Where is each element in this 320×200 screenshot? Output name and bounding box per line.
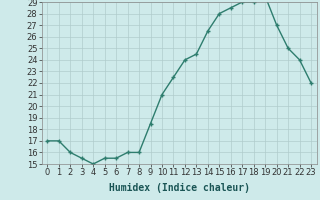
X-axis label: Humidex (Indice chaleur): Humidex (Indice chaleur)	[109, 183, 250, 193]
